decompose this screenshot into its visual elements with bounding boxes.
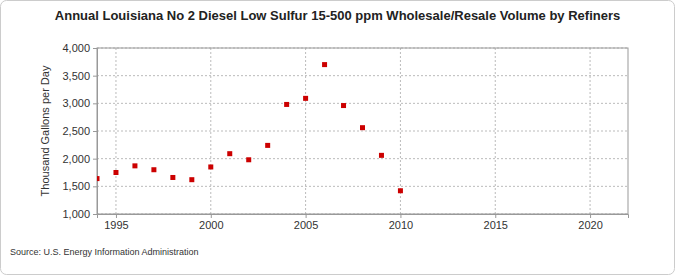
y-tick-mark — [93, 214, 97, 215]
y-tick-label: 1,500 — [62, 180, 90, 192]
y-tick: 1,000 — [62, 208, 97, 220]
x-tick: 2010 — [389, 214, 413, 231]
x-axis-line — [98, 215, 629, 219]
grid-line-y — [97, 186, 628, 187]
point — [322, 62, 327, 67]
x-tick: 1995 — [104, 214, 128, 231]
y-tick-mark — [93, 131, 97, 132]
y-tick: 4,000 — [62, 42, 97, 54]
title: Annual Louisiana No 2 Diesel Low Sulfur … — [55, 8, 620, 23]
grid-line-x — [590, 48, 591, 214]
grid-line-x — [495, 48, 496, 214]
x-tick-label: 2005 — [294, 219, 318, 231]
point — [208, 164, 213, 169]
x-tick-label: 2020 — [578, 219, 602, 231]
y-tick-label: 1,000 — [62, 208, 90, 220]
x-tick-label: 2010 — [389, 219, 413, 231]
point — [189, 177, 194, 182]
x-tick-mark — [306, 214, 307, 218]
y-tick-label: 2,500 — [62, 125, 90, 137]
y-tick-mark — [93, 186, 97, 187]
x-tick-mark — [211, 214, 212, 218]
x-tick: 2005 — [294, 214, 318, 231]
grid-line-x — [210, 48, 211, 214]
y-tick-label: 3,000 — [62, 97, 90, 109]
point — [360, 125, 365, 130]
chart: Annual Louisiana No 2 Diesel Low Sulfur … — [0, 0, 675, 275]
point — [284, 102, 289, 107]
x-axis: 1995 2000 2005 2010 2015 2020 — [98, 214, 629, 231]
y-tick-mark — [93, 76, 97, 77]
point — [379, 153, 384, 158]
x-tick-mark — [116, 214, 117, 218]
point — [341, 103, 346, 108]
y-axis: 1,000 1,500 2,000 2,500 3,000 3,500 4,000 — [62, 42, 97, 220]
point — [151, 167, 156, 172]
grid-line-y — [97, 131, 628, 132]
plot: 1,000 1,500 2,000 2,500 3,000 3,500 4,000 1995 2… — [62, 42, 628, 231]
y-tick: 3,000 — [62, 97, 97, 109]
y-tick: 1,500 — [62, 180, 97, 192]
x-tick: 2015 — [484, 214, 508, 231]
point — [132, 163, 137, 168]
point — [170, 175, 175, 180]
point — [97, 176, 100, 181]
grid-line-x — [305, 48, 306, 214]
x-tick: 2020 — [578, 214, 602, 231]
point — [227, 151, 232, 156]
point — [303, 96, 308, 101]
y-tick: 2,000 — [62, 153, 97, 165]
y-axis-title: Thousand Gallons per Day — [39, 65, 51, 196]
x-tick-mark — [590, 214, 591, 218]
points — [97, 62, 403, 193]
point — [113, 170, 118, 175]
x-tick: 2000 — [199, 214, 223, 231]
y-tick-label: 2,000 — [62, 153, 90, 165]
y-tick: 3,500 — [62, 70, 97, 82]
x-tick-label: 1995 — [104, 219, 128, 231]
point — [246, 157, 251, 162]
y-tick-mark — [93, 103, 97, 104]
plot-area — [97, 48, 628, 214]
x-tick-mark — [495, 214, 496, 218]
source: Source: U.S. Energy Information Administ… — [10, 247, 199, 257]
grid-line-y — [97, 103, 628, 104]
background — [1, 1, 675, 275]
grid-line-y — [97, 75, 628, 76]
x-tick-label: 2000 — [199, 219, 223, 231]
plot-frame — [97, 48, 628, 214]
y-tick-label: 3,500 — [62, 70, 90, 82]
y-tick: 2,500 — [62, 125, 97, 137]
point — [265, 143, 270, 148]
x-tick-mark — [400, 214, 401, 218]
grid-line-x — [115, 48, 116, 214]
x-tick-label: 2015 — [484, 219, 508, 231]
y-tick-mark — [93, 159, 97, 160]
point — [398, 188, 403, 193]
y-tick-label: 4,000 — [62, 42, 90, 54]
grid-line-y — [97, 158, 628, 159]
y-tick-mark — [93, 48, 97, 49]
